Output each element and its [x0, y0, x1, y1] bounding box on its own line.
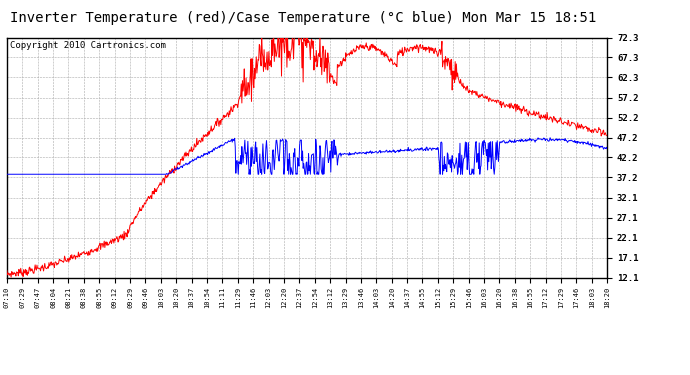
Text: Inverter Temperature (red)/Case Temperature (°C blue) Mon Mar 15 18:51: Inverter Temperature (red)/Case Temperat…: [10, 11, 597, 25]
Text: Copyright 2010 Cartronics.com: Copyright 2010 Cartronics.com: [10, 41, 166, 50]
